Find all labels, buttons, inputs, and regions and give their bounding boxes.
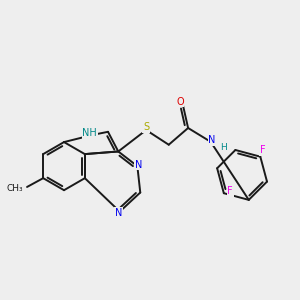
Text: O: O [176,97,184,106]
Text: F: F [227,186,233,196]
Text: N: N [208,135,216,145]
Text: N: N [135,160,142,170]
Text: S: S [143,122,149,132]
Text: NH: NH [82,128,97,138]
Text: CH₃: CH₃ [6,184,22,193]
Text: N: N [115,208,122,218]
Text: H: H [220,142,227,152]
Text: F: F [260,145,266,155]
